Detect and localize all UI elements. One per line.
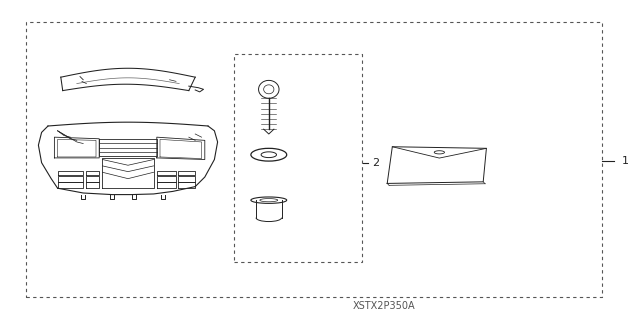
Text: 1: 1 (622, 156, 629, 166)
Bar (234, 54, 362, 262)
Text: 2: 2 (372, 158, 380, 168)
Bar (26, 22, 602, 297)
Text: XSTX2P350A: XSTX2P350A (353, 301, 415, 311)
